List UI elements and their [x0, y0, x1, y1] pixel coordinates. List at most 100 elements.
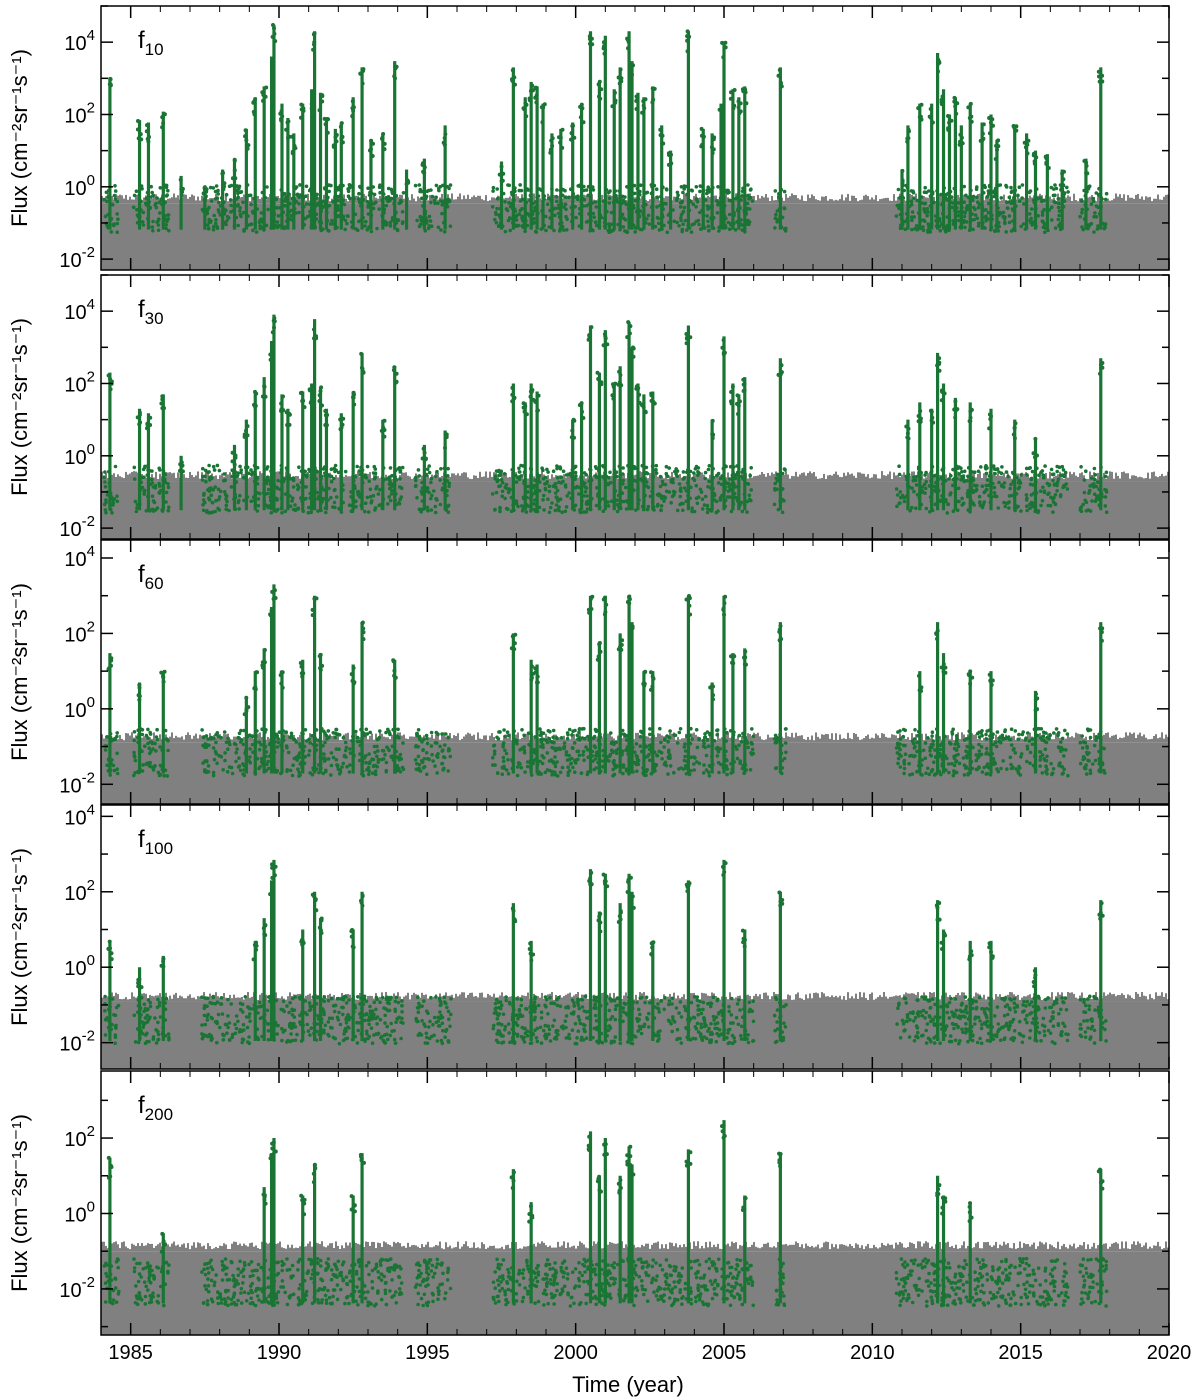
event-point	[506, 507, 510, 512]
event-point	[214, 184, 219, 188]
background-point	[821, 477, 823, 482]
event-point	[641, 99, 646, 104]
background-point	[197, 471, 199, 482]
event-point	[646, 504, 651, 509]
event-point	[1045, 481, 1050, 486]
background-point	[425, 478, 427, 482]
event-point	[554, 503, 559, 507]
event-point	[400, 210, 405, 214]
panel-label: f10	[138, 27, 164, 59]
event-point	[329, 474, 334, 479]
event-point	[935, 363, 940, 368]
background-point	[323, 477, 325, 482]
event-point	[158, 186, 163, 190]
background-point	[877, 478, 879, 482]
background-point	[873, 199, 875, 204]
event-point	[558, 140, 563, 145]
event-point	[714, 510, 719, 515]
background-point	[885, 197, 887, 204]
event-point	[602, 51, 607, 56]
event-point	[396, 218, 401, 222]
event-point	[236, 195, 240, 200]
event-point	[924, 506, 929, 511]
event-point	[905, 139, 910, 144]
event-point	[696, 495, 701, 500]
event-point	[378, 183, 382, 187]
background-point	[349, 199, 351, 204]
background-point	[891, 479, 893, 482]
background-point	[1047, 478, 1049, 482]
background-point	[815, 199, 817, 204]
event-point	[775, 217, 780, 222]
event-point	[493, 217, 497, 222]
background-point	[385, 199, 387, 204]
background-point	[231, 739, 233, 743]
event-point	[425, 467, 430, 472]
background-point	[1067, 195, 1069, 204]
event-point	[167, 505, 171, 510]
event-point	[1049, 467, 1054, 472]
event-point	[360, 81, 365, 86]
event-point	[725, 191, 730, 195]
event-point	[548, 505, 553, 510]
event-point	[707, 479, 711, 484]
background-point	[923, 196, 925, 204]
event-point	[352, 392, 356, 397]
event-point	[533, 399, 538, 404]
event-point	[434, 183, 439, 188]
event-point	[215, 226, 220, 230]
event-point	[141, 210, 146, 215]
event-point	[674, 198, 679, 203]
event-point	[361, 68, 366, 73]
background-point	[845, 475, 847, 482]
background-point	[323, 194, 325, 204]
event-point	[939, 398, 944, 403]
event-point	[654, 463, 659, 468]
event-point	[522, 107, 527, 112]
event-point	[1034, 155, 1039, 160]
event-point	[588, 228, 592, 233]
background-point	[647, 478, 649, 482]
event-point	[446, 510, 451, 514]
event-point	[531, 502, 536, 506]
background-point	[683, 193, 685, 204]
background-point	[157, 197, 159, 204]
background-point	[489, 471, 491, 482]
background-point	[225, 472, 227, 482]
background-point	[795, 471, 797, 482]
background-point	[371, 478, 373, 482]
background-point	[641, 196, 643, 204]
event-point	[495, 479, 500, 484]
event-point	[113, 184, 117, 188]
event-point	[918, 416, 923, 421]
event-point	[572, 135, 577, 140]
event-point	[386, 502, 390, 506]
event-point	[581, 120, 586, 125]
background-point	[193, 195, 195, 204]
background-point	[709, 474, 711, 482]
event-point	[980, 484, 985, 489]
event-point	[354, 227, 358, 231]
background-point	[181, 736, 183, 743]
background-point	[1017, 193, 1019, 204]
event-point	[775, 472, 780, 477]
background-point	[195, 475, 197, 482]
event-point	[1022, 202, 1026, 206]
event-point	[716, 471, 721, 476]
event-point	[380, 136, 384, 141]
event-point	[266, 487, 271, 492]
background-point	[419, 198, 421, 204]
background-point	[561, 478, 563, 482]
background-point	[1001, 200, 1003, 204]
background-point	[963, 194, 965, 204]
event-point	[665, 474, 670, 479]
event-point	[582, 471, 587, 475]
event-point	[415, 218, 419, 223]
background-point	[1023, 473, 1025, 482]
event-point	[703, 476, 707, 481]
background-point	[939, 194, 941, 204]
background-point	[171, 473, 173, 482]
event-point	[209, 493, 214, 498]
event-point	[997, 470, 1001, 474]
event-point	[707, 464, 712, 468]
